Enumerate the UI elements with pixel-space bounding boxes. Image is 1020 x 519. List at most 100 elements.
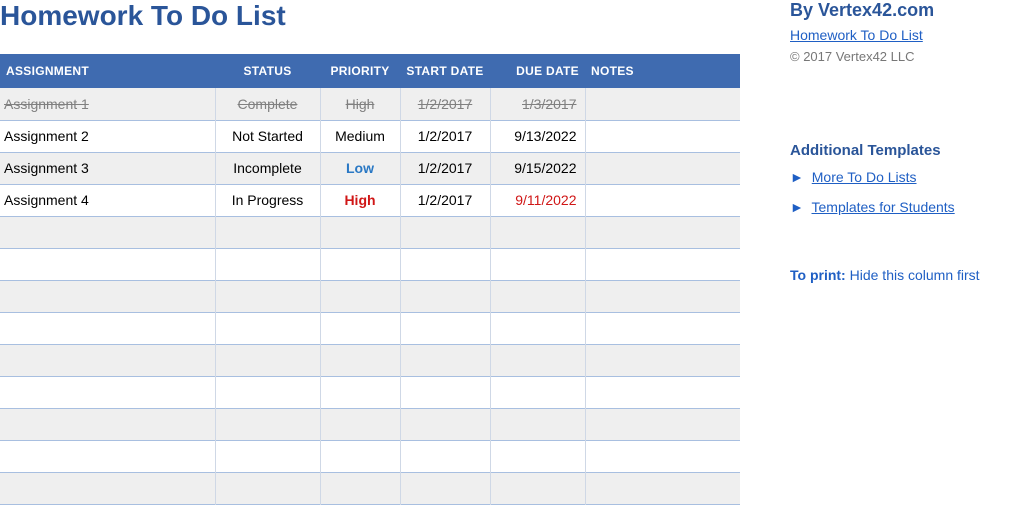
cell-priority[interactable]: Low — [320, 152, 400, 184]
cell-empty[interactable] — [490, 376, 585, 408]
cell-assignment[interactable]: Assignment 3 — [0, 152, 215, 184]
table-row-empty[interactable] — [0, 312, 740, 344]
cell-empty[interactable] — [320, 472, 400, 504]
cell-due[interactable]: 9/13/2022 — [490, 120, 585, 152]
cell-empty[interactable] — [0, 472, 215, 504]
cell-empty[interactable] — [320, 280, 400, 312]
cell-empty[interactable] — [400, 376, 490, 408]
cell-empty[interactable] — [490, 216, 585, 248]
table-row[interactable]: Assignment 1CompleteHigh1/2/20171/3/2017 — [0, 88, 740, 120]
template-link[interactable]: More To Do Lists — [812, 169, 917, 185]
cell-empty[interactable] — [0, 440, 215, 472]
cell-assignment[interactable]: Assignment 1 — [0, 88, 215, 120]
cell-empty[interactable] — [0, 376, 215, 408]
cell-due[interactable]: 9/11/2022 — [490, 184, 585, 216]
cell-empty[interactable] — [320, 408, 400, 440]
cell-empty[interactable] — [490, 280, 585, 312]
cell-empty[interactable] — [490, 344, 585, 376]
cell-empty[interactable] — [400, 440, 490, 472]
table-row-empty[interactable] — [0, 280, 740, 312]
cell-empty[interactable] — [490, 408, 585, 440]
cell-start[interactable]: 1/2/2017 — [400, 184, 490, 216]
column-header: NOTES — [585, 54, 740, 88]
cell-empty[interactable] — [400, 312, 490, 344]
cell-empty[interactable] — [585, 344, 740, 376]
table-row-empty[interactable] — [0, 472, 740, 504]
cell-due[interactable]: 1/3/2017 — [490, 88, 585, 120]
cell-empty[interactable] — [585, 216, 740, 248]
cell-assignment[interactable]: Assignment 4 — [0, 184, 215, 216]
cell-empty[interactable] — [215, 280, 320, 312]
cell-status[interactable]: Complete — [215, 88, 320, 120]
cell-start[interactable]: 1/2/2017 — [400, 120, 490, 152]
cell-notes[interactable] — [585, 88, 740, 120]
cell-status[interactable]: In Progress — [215, 184, 320, 216]
cell-empty[interactable] — [585, 280, 740, 312]
cell-empty[interactable] — [400, 344, 490, 376]
cell-empty[interactable] — [585, 408, 740, 440]
table-row-empty[interactable] — [0, 376, 740, 408]
arrow-icon: ► — [790, 199, 804, 215]
cell-empty[interactable] — [215, 312, 320, 344]
cell-priority[interactable]: High — [320, 184, 400, 216]
table-header-row: ASSIGNMENTSTATUSPRIORITYSTART DATEDUE DA… — [0, 54, 740, 88]
cell-empty[interactable] — [0, 344, 215, 376]
cell-notes[interactable] — [585, 184, 740, 216]
main-panel: Homework To Do List ASSIGNMENTSTATUSPRIO… — [0, 0, 740, 505]
cell-priority[interactable]: Medium — [320, 120, 400, 152]
template-link[interactable]: Templates for Students — [812, 199, 955, 215]
cell-empty[interactable] — [585, 440, 740, 472]
cell-empty[interactable] — [585, 472, 740, 504]
cell-empty[interactable] — [320, 248, 400, 280]
print-label: To print: — [790, 267, 846, 283]
cell-empty[interactable] — [215, 344, 320, 376]
cell-empty[interactable] — [585, 376, 740, 408]
cell-empty[interactable] — [0, 408, 215, 440]
cell-empty[interactable] — [490, 472, 585, 504]
cell-assignment[interactable]: Assignment 2 — [0, 120, 215, 152]
cell-notes[interactable] — [585, 120, 740, 152]
cell-empty[interactable] — [320, 344, 400, 376]
cell-empty[interactable] — [400, 408, 490, 440]
cell-status[interactable]: Incomplete — [215, 152, 320, 184]
table-row[interactable]: Assignment 3IncompleteLow1/2/20179/15/20… — [0, 152, 740, 184]
cell-empty[interactable] — [215, 376, 320, 408]
table-row-empty[interactable] — [0, 408, 740, 440]
cell-empty[interactable] — [215, 472, 320, 504]
homework-table: ASSIGNMENTSTATUSPRIORITYSTART DATEDUE DA… — [0, 54, 740, 505]
cell-empty[interactable] — [320, 312, 400, 344]
table-row[interactable]: Assignment 4In ProgressHigh1/2/20179/11/… — [0, 184, 740, 216]
cell-empty[interactable] — [400, 472, 490, 504]
table-row-empty[interactable] — [0, 344, 740, 376]
cell-empty[interactable] — [0, 312, 215, 344]
cell-start[interactable]: 1/2/2017 — [400, 88, 490, 120]
cell-empty[interactable] — [215, 408, 320, 440]
cell-due[interactable]: 9/15/2022 — [490, 152, 585, 184]
cell-empty[interactable] — [320, 440, 400, 472]
cell-empty[interactable] — [0, 248, 215, 280]
cell-empty[interactable] — [400, 248, 490, 280]
cell-empty[interactable] — [0, 216, 215, 248]
table-row-empty[interactable] — [0, 440, 740, 472]
cell-empty[interactable] — [320, 216, 400, 248]
cell-empty[interactable] — [400, 280, 490, 312]
cell-empty[interactable] — [400, 216, 490, 248]
cell-priority[interactable]: High — [320, 88, 400, 120]
cell-empty[interactable] — [320, 376, 400, 408]
cell-empty[interactable] — [490, 312, 585, 344]
table-row[interactable]: Assignment 2Not StartedMedium1/2/20179/1… — [0, 120, 740, 152]
cell-empty[interactable] — [215, 248, 320, 280]
homework-list-link[interactable]: Homework To Do List — [790, 27, 923, 43]
cell-empty[interactable] — [490, 440, 585, 472]
cell-empty[interactable] — [0, 280, 215, 312]
cell-notes[interactable] — [585, 152, 740, 184]
cell-empty[interactable] — [490, 248, 585, 280]
cell-empty[interactable] — [215, 440, 320, 472]
cell-empty[interactable] — [585, 248, 740, 280]
table-row-empty[interactable] — [0, 216, 740, 248]
cell-empty[interactable] — [215, 216, 320, 248]
cell-start[interactable]: 1/2/2017 — [400, 152, 490, 184]
cell-empty[interactable] — [585, 312, 740, 344]
table-row-empty[interactable] — [0, 248, 740, 280]
cell-status[interactable]: Not Started — [215, 120, 320, 152]
